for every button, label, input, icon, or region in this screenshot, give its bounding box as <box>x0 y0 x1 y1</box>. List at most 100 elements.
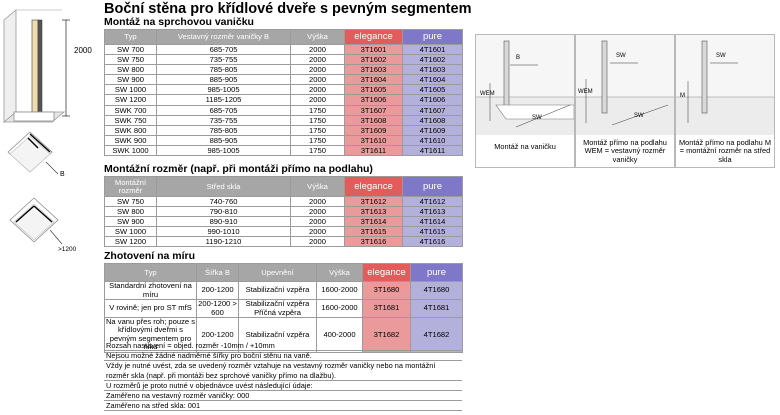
table-row: SW 800 785-805 2000 3T1603 4T1603 <box>104 64 463 76</box>
height-dimension-label: 2000 <box>74 46 92 55</box>
table-cell: 3T1680 <box>362 281 411 300</box>
table-cell: V rovině; jen pro ST mfS <box>104 299 197 318</box>
table-cell: 3T1602 <box>344 54 403 66</box>
table-cell: 735-755 <box>156 114 291 126</box>
table-body: Standardní zhotovení na míru 200-1200 Stab… <box>104 281 463 353</box>
table-cell: 3T1609 <box>344 124 403 136</box>
table-cell: 885-905 <box>156 134 291 146</box>
diagram-label: SW <box>616 53 626 59</box>
note-item: Zaměřeno na střed skla: 001 <box>104 401 462 412</box>
table-cell: SW 1000 <box>104 84 157 96</box>
column-header: Typ <box>104 29 157 45</box>
note-item: Vždy je nutné uvést, zda se uvedený rozm… <box>104 361 462 381</box>
table-cell: 2000 <box>290 195 345 208</box>
table-cell: 2000 <box>290 216 345 228</box>
table-cell: 4T1613 <box>402 206 463 218</box>
table-cell: SW 900 <box>104 74 157 86</box>
diagram-label: M <box>680 93 685 99</box>
page-title: Boční stěna pro křídlové dveře s pevným … <box>104 1 472 17</box>
table-cell: 1750 <box>290 134 345 146</box>
table-cell: 985-1005 <box>156 144 291 157</box>
table-cell: 3T1610 <box>344 134 403 146</box>
table-cell: 3T1606 <box>344 94 403 106</box>
corner-view-drawing: >1200 <box>0 192 100 264</box>
table-cell: 2000 <box>290 226 345 238</box>
table-row: SW 1200 1190-1210 2000 3T1616 4T1616 <box>104 236 463 248</box>
table-row: SW 1000 990-1010 2000 3T1615 4T1615 <box>104 226 463 238</box>
table-cell: SWK 900 <box>104 134 157 146</box>
table-cell: Standardní zhotovení na míru <box>104 281 197 300</box>
b-dimension-label: B <box>60 171 65 178</box>
table-row: SWK 900 885-905 1750 3T1610 4T1610 <box>104 134 463 146</box>
table-row: Na vanu přes roh; pouze s křídlovými dve… <box>104 317 463 353</box>
table-cell: 785-805 <box>156 64 291 76</box>
table-row: SW 700 685-705 2000 3T1601 4T1601 <box>104 43 463 56</box>
table-cell: SW 1200 <box>104 236 157 248</box>
table-cell: 4T1612 <box>402 195 463 208</box>
table-cell: 4T1616 <box>402 236 463 248</box>
table-cell: 4T1609 <box>402 124 463 136</box>
table-cell: 885-905 <box>156 74 291 86</box>
table-row: SW 750 740-760 2000 3T1612 4T1612 <box>104 195 463 208</box>
diagram-drawing: ​ <box>476 35 574 135</box>
column-header: Vestavný rozměr vaničky B <box>156 29 291 45</box>
table-cell: 785-805 <box>156 124 291 136</box>
note-item: Rozsah nastavení = objed. rozměr -10mm /… <box>104 341 462 352</box>
table-row: SW 750 735-755 2000 3T1602 4T1602 <box>104 54 463 66</box>
column-header: Výška <box>290 176 345 197</box>
diagram-label: SW <box>532 115 542 121</box>
section-heading-mounting-dimension: Montážní rozměr (např. při montáži přímo… <box>104 163 373 175</box>
table-cell: 685-705 <box>156 43 291 56</box>
table-row: SW 1200 1185-1205 2000 3T1606 4T1606 <box>104 94 463 106</box>
side-wall-elevation: 2000 <box>0 0 100 130</box>
table-header-row: Typ Vestavný rozměr vaničky B Výška eleg… <box>104 29 463 45</box>
table-cell: 4T1680 <box>410 281 463 300</box>
table-cell: 200-1200 <box>196 317 239 353</box>
table-cell: 1750 <box>290 104 345 116</box>
diagram-label: SW <box>716 53 726 59</box>
diagram-floor-mount-m: M SW Montáž přímo na podlahu M = montážn… <box>675 34 775 168</box>
table-cell: 2000 <box>290 236 345 248</box>
table-cell: 4T1610 <box>402 134 463 146</box>
elevation-drawing <box>2 9 70 123</box>
diagram-caption: Montáž přímo na podlahu M = montážní roz… <box>678 138 772 164</box>
table-shower-tray: Typ Vestavný rozměr vaničky B Výška eleg… <box>104 29 463 157</box>
column-header: Výška <box>316 263 363 282</box>
table-cell: 4T1681 <box>410 299 463 318</box>
diagram-label: WEM <box>480 91 495 97</box>
note-item: U rozměrů je proto nutné v objednávce uv… <box>104 381 462 392</box>
table-cell: 3T1681 <box>362 299 411 318</box>
table-cell: SWK 700 <box>104 104 157 116</box>
table-mounting-dimension: Montážní rozměr Střed skla Výška eleganc… <box>104 176 463 248</box>
table-cell: 3T1608 <box>344 114 403 126</box>
table-row: SWK 700 685-705 1750 3T1607 4T1607 <box>104 104 463 116</box>
table-body: SW 750 740-760 2000 3T1612 4T1612 SW 800 790-8… <box>104 195 463 248</box>
diagram-floor-mount-wem: WEM SW SW Montáž přímo na podlahu WEM = … <box>575 34 675 168</box>
top-view-drawing: B <box>0 128 100 190</box>
table-body: SW 700 685-705 2000 3T1601 4T1601 SW 750 735-7… <box>104 43 463 157</box>
table-cell: Stabilizační vzpěra <box>238 281 317 300</box>
table-cell: 3T1612 <box>344 195 403 208</box>
table-cell: 2000 <box>290 84 345 96</box>
note-item: Zaměřeno na vestavný rozměr vaničky: 000 <box>104 391 462 402</box>
table-row: SWK 800 785-805 1750 3T1609 4T1609 <box>104 124 463 136</box>
table-row: V rovině; jen pro ST mfS 200-1200 > 600 St… <box>104 299 463 318</box>
table-cell: 1750 <box>290 144 345 157</box>
table-cell: 3T1605 <box>344 84 403 96</box>
table-cell: 3T1607 <box>344 104 403 116</box>
diagram-caption: Montáž přímo na podlahu WEM = vestavný r… <box>583 138 667 164</box>
table-cell: 4T1602 <box>402 54 463 66</box>
table-row: SW 1000 985-1005 2000 3T1605 4T1605 <box>104 84 463 96</box>
table-cell: 890-910 <box>156 216 291 228</box>
column-header: Výška <box>290 29 345 45</box>
table-cell: 1750 <box>290 124 345 136</box>
table-row: SWK 750 735-755 1750 3T1608 4T1608 <box>104 114 463 126</box>
column-header-elegance: elegance <box>344 176 403 197</box>
table-cell: Stabilizační vzpěra Příčná vzpěra <box>238 299 317 318</box>
table-header-row: Typ Šířka B Upevnění Výška elegance pure <box>104 263 463 282</box>
table-cell: 685-705 <box>156 104 291 116</box>
section-heading-custom-made: Zhotovení na míru <box>104 250 196 262</box>
section-heading-shower-tray: Montáž na sprchovou vaničku <box>104 16 254 28</box>
note-item: Nejsou možné žádné nadměrné šířky pro bo… <box>104 351 462 362</box>
table-custom-made: Typ Šířka B Upevnění Výška elegance pure… <box>104 263 463 353</box>
